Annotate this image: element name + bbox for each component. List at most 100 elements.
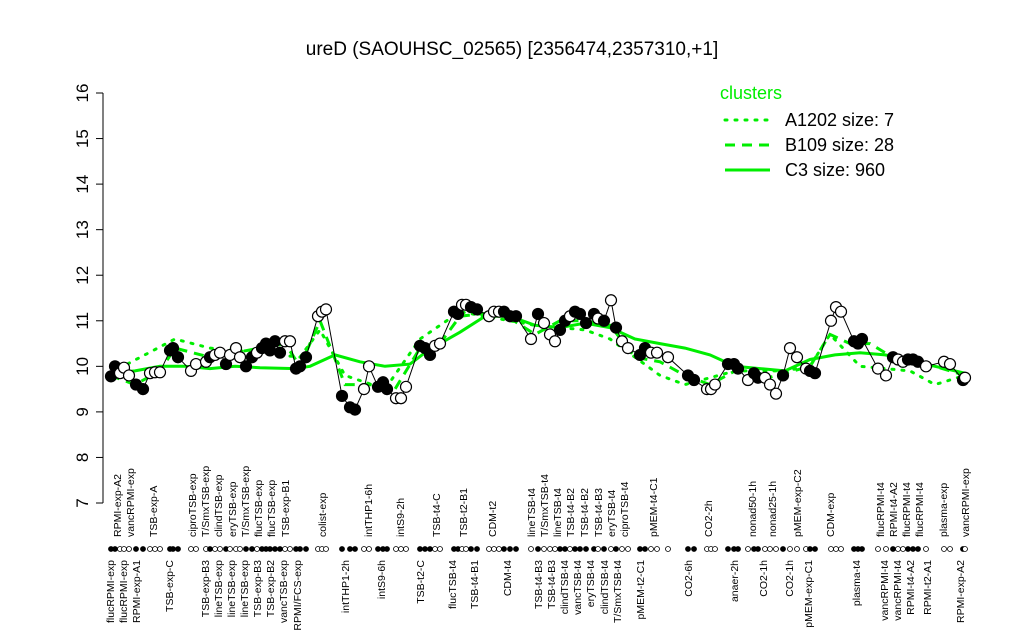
data-point — [319, 303, 333, 316]
rug-mark — [541, 546, 547, 552]
data-point — [171, 351, 185, 364]
legend-label: C3 size: 960 — [785, 160, 885, 180]
rug-mark — [468, 546, 474, 552]
rug-mark — [780, 546, 786, 552]
rug-mark — [243, 546, 249, 552]
rug-mark — [491, 546, 497, 552]
x-label: clindTSB-t4 — [599, 560, 611, 614]
rug-mark — [147, 546, 153, 552]
x-label: TSB-t4-B3 — [533, 560, 545, 609]
rug-mark — [577, 546, 583, 552]
rug-mark — [375, 546, 381, 552]
data-point — [824, 314, 838, 327]
x-label: lineTSB-exp — [213, 560, 225, 617]
legend-label: A1202 size: 7 — [785, 110, 894, 130]
x-label: TSB-t4-B3 — [546, 560, 558, 609]
rug-marks — [108, 546, 968, 552]
rug-mark — [905, 546, 911, 552]
data-point — [621, 342, 635, 355]
data-point — [553, 323, 567, 336]
x-label: T/SmxTSB-exp — [200, 466, 212, 537]
rug-mark — [572, 546, 578, 552]
x-label: pMEM-t4-C1 — [648, 477, 660, 537]
x-label: T/SmxTSB-t4 — [612, 560, 624, 623]
rug-mark — [900, 546, 906, 552]
rug-mark — [767, 546, 773, 552]
rug-mark — [277, 546, 283, 552]
data-point — [871, 362, 885, 375]
rug-mark — [193, 546, 199, 552]
rug-mark — [403, 546, 409, 552]
x-label: flucRPMI-exp — [118, 560, 130, 623]
x-label: lineTSB-exp — [239, 560, 251, 617]
top-labels: RPMI-exp-A2 vancRPMI-exp TSB-exp-A ciproTSB… — [112, 466, 972, 537]
rug-mark — [384, 546, 390, 552]
data-point — [524, 332, 538, 346]
rug-mark — [755, 546, 761, 552]
x-label: CO2-1h — [758, 560, 770, 597]
data-point — [233, 351, 247, 364]
x-label: TSB-exp-C — [164, 560, 176, 612]
x-label: intS9-6h — [376, 560, 388, 599]
x-label: RPMI-exp-A2 — [112, 474, 124, 537]
x-label: CO2-1h — [784, 560, 796, 597]
y-axis: 7 8 9 10 11 12 13 14 15 16 — [73, 84, 104, 508]
x-label: intTHP1-6h — [363, 484, 375, 537]
rug-mark — [463, 546, 469, 552]
x-label: TSB-exp-B1 — [280, 480, 292, 537]
data-point — [650, 346, 664, 359]
x-label: RPMI-t4-A2 — [888, 482, 900, 537]
data-point — [293, 360, 307, 373]
data-point — [763, 378, 777, 391]
rug-mark — [496, 546, 502, 552]
x-label: pMEM-exp-C2 — [792, 469, 804, 537]
rug-mark — [923, 546, 929, 552]
data-point — [283, 335, 297, 348]
y-tick-label: 14 — [73, 175, 92, 194]
x-label: eryTSB-t4 — [585, 560, 597, 607]
chart-title: ureD (SAOUHSC_02565) [2356474,2357310,+1… — [306, 39, 718, 60]
data-point — [399, 380, 413, 393]
x-label: RPMI-t4-A2 — [905, 560, 917, 615]
data-point — [783, 342, 797, 355]
data-point — [509, 310, 523, 323]
rug-mark — [486, 546, 492, 552]
data-points — [104, 294, 972, 416]
rug-mark — [347, 546, 353, 552]
x-label: CDM-t4 — [502, 560, 514, 596]
rug-mark — [249, 546, 255, 552]
data-point — [731, 362, 745, 375]
data-point — [189, 357, 203, 371]
rug-mark — [619, 546, 625, 552]
rug-mark — [207, 546, 213, 552]
rug-mark — [601, 546, 607, 552]
rug-mark — [427, 546, 433, 552]
rug-mark — [807, 546, 813, 552]
rug-mark — [745, 546, 751, 552]
data-point — [808, 367, 822, 380]
rug-mark — [254, 546, 260, 552]
x-label: flucRPMI-t4 — [901, 482, 913, 537]
y-tick-label: 9 — [73, 407, 92, 416]
rug-mark — [941, 546, 947, 552]
rug-mark — [552, 546, 558, 552]
x-label: clindTSB-exp — [213, 474, 225, 537]
data-point — [958, 371, 972, 384]
rug-mark — [812, 546, 818, 552]
rug-mark — [595, 546, 601, 552]
x-label: flucTSB-t4 — [447, 560, 459, 609]
data-point — [380, 383, 394, 396]
x-label: intTHP1-2h — [340, 560, 352, 613]
rug-mark — [654, 546, 660, 552]
rug-mark — [828, 546, 834, 552]
data-point — [661, 351, 675, 364]
rug-mark — [712, 546, 718, 552]
rug-mark — [883, 546, 889, 552]
rug-mark — [474, 546, 480, 552]
legend: clusters A1202 size: 7 B109 size: 28 C3 si… — [720, 83, 894, 180]
x-label: flucTSB-exp — [266, 480, 278, 537]
y-tick-label: 12 — [73, 266, 92, 285]
rug-mark — [366, 546, 372, 552]
legend-title: clusters — [720, 83, 782, 103]
data-point — [268, 335, 282, 348]
